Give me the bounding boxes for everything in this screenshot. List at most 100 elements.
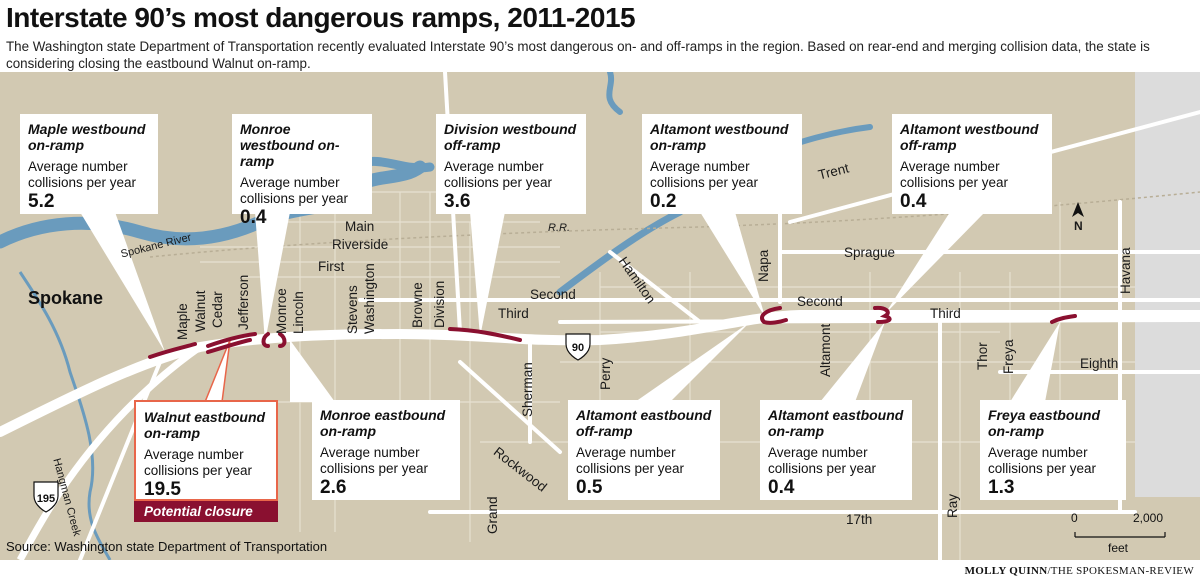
credit-name: MOLLY QUINN — [964, 565, 1048, 577]
intro-text: The Washington state Department of Trans… — [6, 39, 1150, 71]
metric-label: Average number collisions per year — [576, 445, 685, 476]
i90-shield-label: 90 — [572, 342, 584, 354]
interstate-90 — [0, 309, 1200, 437]
north-label: N — [1074, 219, 1083, 233]
ramp-value: 0.4 — [900, 191, 927, 212]
street-ray: Ray — [945, 493, 960, 518]
street-grand: Grand — [485, 496, 500, 534]
street-washington: Washington — [362, 263, 377, 334]
source-note: Source: Washington state Department of T… — [6, 539, 328, 554]
street-second-east: Second — [797, 294, 843, 309]
callout-monroe-eb: Monroe eastbound on-ramp Average number … — [312, 400, 460, 500]
major-roads — [78, 72, 1200, 560]
scale-max: 2,000 — [1133, 511, 1164, 525]
hangman-creek — [18, 271, 112, 560]
metric-label: Average number collisions per year — [28, 159, 137, 190]
ramp-monroe — [261, 332, 287, 348]
callout-division-wb: Division westbound off-ramp Average numb… — [436, 114, 586, 214]
street-thor: Thor — [975, 342, 990, 370]
ramp-name: Maple westbound on-ramp — [28, 121, 146, 153]
street-riverside: Riverside — [332, 237, 389, 252]
city-label-spokane: Spokane — [28, 288, 104, 308]
street-17th: 17th — [846, 512, 873, 527]
ramp-markers — [148, 305, 1077, 359]
ramp-division-wb — [448, 327, 522, 342]
ramp-value: 5.2 — [28, 191, 55, 212]
ramp-value: 1.3 — [988, 477, 1015, 498]
ramp-altamont-east — [873, 305, 892, 324]
page-title: Interstate 90’s most dangerous ramps, 20… — [6, 2, 636, 33]
metric-label: Average number collisions per year — [988, 445, 1097, 476]
street-second: Second — [530, 287, 576, 302]
street-eighth: Eighth — [1080, 356, 1119, 371]
us195-shield-label: 195 — [37, 493, 55, 505]
street-jefferson: Jefferson — [236, 274, 251, 330]
callout-monroe-wb: Monroe westbound on-ramp Average number … — [232, 114, 372, 228]
ramp-name: Monroe westbound on-ramp — [240, 121, 340, 169]
ramp-value: 0.5 — [576, 477, 603, 498]
us-195 — [16, 344, 203, 560]
street-maple: Maple — [175, 303, 190, 340]
street-stevens: Stevens — [345, 285, 360, 334]
street-altamont: Altamont — [818, 323, 833, 377]
callout-altamont-eb-on: Altamont eastbound on-ramp Average numbe… — [760, 400, 912, 500]
metric-label: Average number collisions per year — [650, 159, 759, 190]
metric-label: Average number collisions per year — [144, 447, 253, 478]
metric-label: Average number collisions per year — [320, 445, 429, 476]
street-lincoln: Lincoln — [291, 291, 306, 334]
scale-unit: feet — [1108, 541, 1129, 555]
street-freya: Freya — [1001, 339, 1016, 374]
callout-altamont-wb-on: Altamont westbound on-ramp Average numbe… — [642, 114, 802, 214]
metric-label: Average number collisions per year — [768, 445, 877, 476]
street-cedar: Cedar — [210, 291, 225, 328]
callout-altamont-eb-off: Altamont eastbound off-ramp Average numb… — [568, 400, 720, 500]
street-first: First — [318, 259, 345, 274]
ramp-name: Altamont eastbound off-ramp — [576, 407, 712, 439]
scale-bar — [1074, 532, 1166, 538]
us195-shield — [33, 481, 59, 513]
metric-label: Average number collisions per year — [444, 159, 553, 190]
street-havana: Havana — [1118, 247, 1133, 294]
ramp-name: Altamont westbound off-ramp — [900, 121, 1039, 153]
credit-line: MOLLY QUINN/THE SPOKESMAN-REVIEW — [965, 565, 1194, 577]
callout-pointers — [80, 212, 1060, 402]
i90-shield — [565, 333, 591, 361]
ramp-walnut-eb — [206, 338, 252, 354]
ramp-name: Division westbound off-ramp — [444, 121, 577, 153]
credit-outlet: /THE SPOKESMAN-REVIEW — [1047, 565, 1194, 577]
ramp-name: Altamont westbound on-ramp — [650, 121, 789, 153]
street-sprague: Sprague — [844, 245, 896, 260]
street-sherman: Sherman — [520, 362, 535, 417]
callout-walnut-eb: Walnut eastbound on-ramp Average number … — [134, 400, 278, 501]
ramp-value: 3.6 — [444, 191, 471, 212]
ramp-name: Freya eastbound on-ramp — [988, 407, 1101, 439]
ramp-name: Altamont eastbound on-ramp — [768, 407, 904, 439]
rr-label: R.R. — [548, 222, 570, 234]
callout-maple-wb: Maple westbound on-ramp Average number c… — [20, 114, 158, 214]
east-area — [1135, 72, 1200, 497]
ramp-cedar — [206, 332, 257, 348]
map: 90 195 Spokane Spokane River Hangman Cre… — [0, 72, 1200, 560]
street-third: Third — [498, 306, 529, 321]
ramp-value: 0.4 — [768, 477, 795, 498]
metric-label: Average number collisions per year — [240, 175, 349, 206]
ramp-value: 0.2 — [650, 191, 677, 212]
scale-zero: 0 — [1071, 511, 1078, 525]
north-arrow-icon — [1072, 202, 1084, 217]
ramp-altamont-west — [760, 306, 788, 325]
street-walnut: Walnut — [193, 290, 208, 332]
ramp-freya-eb — [1050, 314, 1077, 324]
callout-altamont-wb-off: Altamont westbound off-ramp Average numb… — [892, 114, 1052, 214]
street-main: Main — [345, 219, 375, 234]
ramp-value: 2.6 — [320, 477, 347, 498]
street-division: Division — [432, 280, 447, 328]
street-monroe: Monroe — [274, 288, 289, 334]
ramp-name: Walnut eastbound on-ramp — [144, 409, 266, 441]
callout-freya-eb: Freya eastbound on-ramp Average number c… — [980, 400, 1126, 500]
street-third-east: Third — [930, 306, 961, 321]
ramp-value: 19.5 — [144, 479, 181, 500]
ramp-maple-wb — [148, 342, 197, 359]
metric-label: Average number collisions per year — [900, 159, 1009, 190]
street-browne: Browne — [410, 282, 425, 328]
street-napa: Napa — [756, 249, 771, 282]
